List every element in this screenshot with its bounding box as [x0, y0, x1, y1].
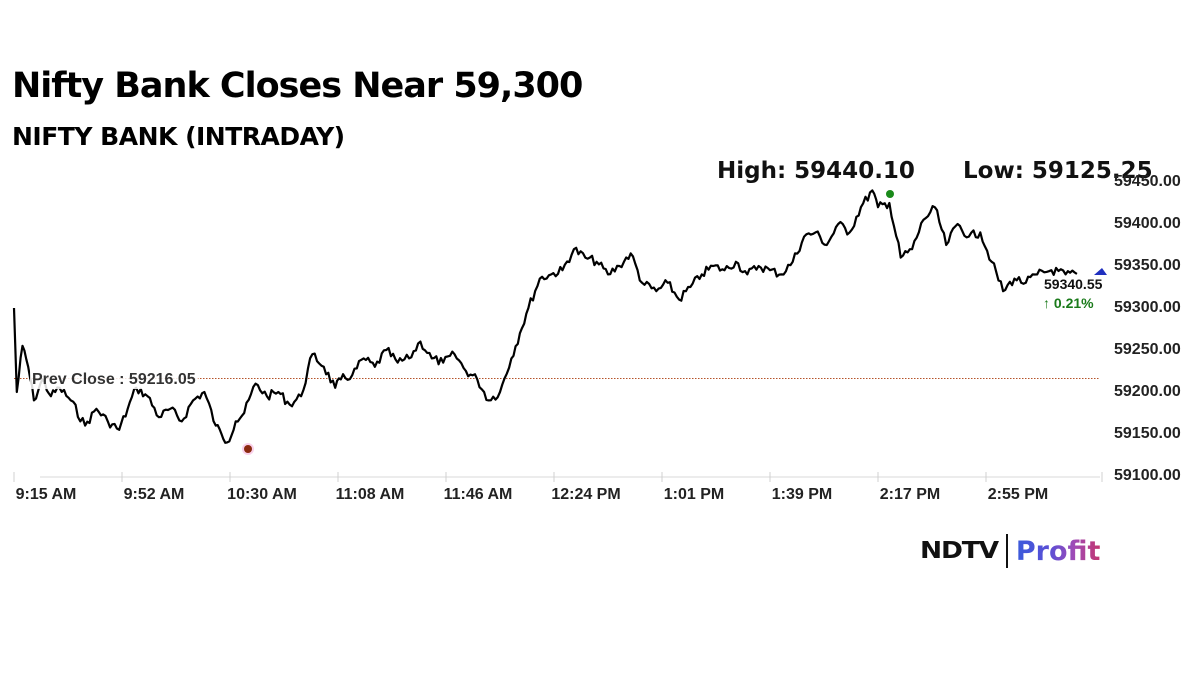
day-low-label: Low: 59125.25	[963, 158, 1153, 184]
x-tick-label: 1:39 PM	[771, 486, 833, 503]
profit-wordmark: Profit	[1015, 535, 1101, 567]
y-tick-label: 59250.00	[1114, 341, 1181, 358]
y-tick-label: 59300.00	[1114, 299, 1181, 316]
x-tick-label: 9:15 AM	[15, 486, 77, 503]
y-tick-label: 59400.00	[1114, 215, 1181, 232]
x-tick-label: 1:01 PM	[663, 486, 725, 503]
x-tick-marks	[13, 472, 1103, 482]
x-tick-label: 2:55 PM	[987, 486, 1049, 503]
high-marker	[886, 190, 894, 198]
x-tick-label: 2:17 PM	[879, 486, 941, 503]
y-tick-label: 59350.00	[1114, 257, 1181, 274]
last-price-marker	[1094, 268, 1107, 275]
chart-subtitle: NIFTY BANK (INTRADAY)	[12, 122, 345, 151]
low-marker	[244, 445, 252, 453]
prev-close-label: Prev Close : 59216.05	[30, 371, 198, 389]
y-tick-label: 59450.00	[1114, 173, 1181, 190]
day-high-label: High: 59440.10	[717, 158, 915, 184]
y-tick-label: 59200.00	[1114, 383, 1181, 400]
last-price-label: 59340.55	[1044, 276, 1103, 292]
x-tick-label: 11:46 AM	[443, 486, 513, 503]
y-tick-label: 59150.00	[1114, 425, 1181, 442]
logo-divider	[1005, 534, 1008, 568]
ndtv-profit-logo: NDTV Profit	[920, 532, 1100, 570]
price-line	[12, 189, 1078, 444]
x-tick-label: 12:24 PM	[551, 486, 621, 503]
change-percent-label: ↑ 0.21%	[1043, 295, 1094, 311]
x-tick-label: 10:30 AM	[227, 486, 297, 503]
y-tick-label: 59100.00	[1114, 467, 1181, 484]
chart-title: Nifty Bank Closes Near 59,300	[12, 66, 583, 106]
x-tick-label: 9:52 AM	[123, 486, 185, 503]
x-tick-label: 11:08 AM	[335, 486, 405, 503]
ndtv-wordmark: NDTV	[920, 538, 999, 564]
